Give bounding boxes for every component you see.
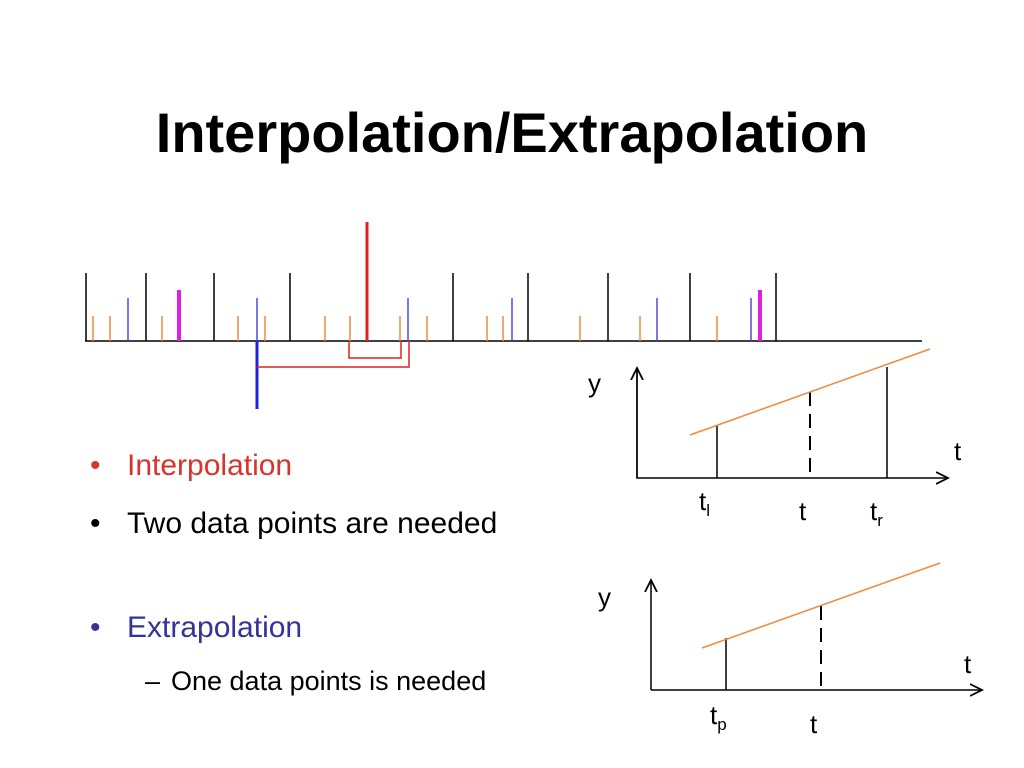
label-base: t <box>799 496 807 526</box>
label-sub: p <box>717 715 727 734</box>
label-base: t <box>870 496 878 526</box>
bullet: Two data points are needed <box>90 500 510 548</box>
time-label: t <box>810 709 817 740</box>
time-label: tr <box>870 496 883 531</box>
time-label: tl <box>699 486 710 521</box>
axis-label: y <box>588 368 601 398</box>
sub-bullet: One data points is needed <box>145 666 486 697</box>
axis-label: t <box>964 649 972 679</box>
label-base: t <box>699 486 707 516</box>
label-base: t <box>710 700 718 730</box>
label-sub: l <box>706 501 711 520</box>
time-label: t <box>799 496 806 527</box>
slide-title: Interpolation/Extrapolation <box>155 101 869 164</box>
bullet: Interpolation <box>90 442 510 490</box>
axis-label: t <box>954 436 962 466</box>
label-base: t <box>810 709 818 739</box>
axis-label: y <box>598 582 611 612</box>
time-label: tp <box>710 700 727 735</box>
label-sub: r <box>877 511 883 530</box>
bullet: Extrapolation <box>90 604 510 652</box>
